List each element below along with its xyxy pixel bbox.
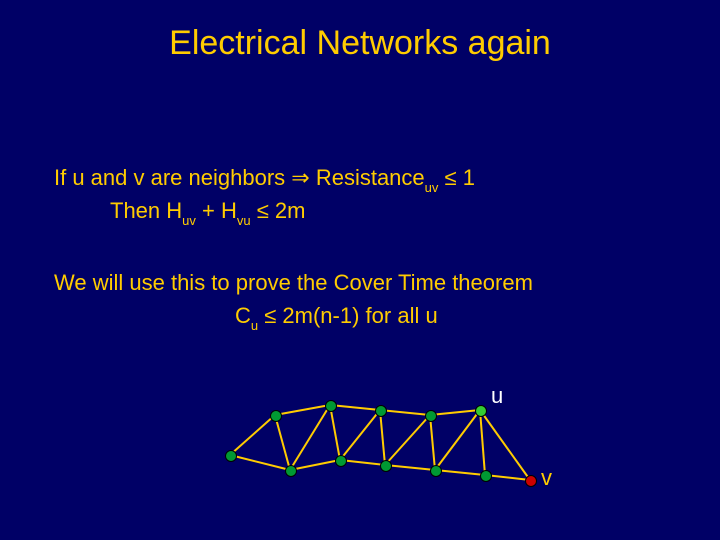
line-1: If u and v are neighbors ⇒ Resistanceuv … xyxy=(54,165,475,193)
slide-title: Electrical Networks again xyxy=(0,24,720,63)
l4-sub: u xyxy=(251,318,258,333)
l2-sub2: vu xyxy=(237,213,251,228)
graph-node xyxy=(380,460,392,472)
line-3: We will use this to prove the Cover Time… xyxy=(54,270,533,296)
l1-sub: uv xyxy=(425,180,439,195)
node-u xyxy=(475,405,487,417)
l1-end: ≤ 1 xyxy=(438,165,475,190)
graph-node xyxy=(270,410,282,422)
l2-end: ≤ 2m xyxy=(251,198,306,223)
network-graph: uv xyxy=(225,395,565,515)
node-v xyxy=(525,475,537,487)
graph-node xyxy=(375,405,387,417)
implies-symbol: ⇒ xyxy=(291,165,309,190)
label-v: v xyxy=(541,465,552,491)
l2-sub1: uv xyxy=(182,213,196,228)
l2-pre: Then H xyxy=(110,198,182,223)
l2-mid: + H xyxy=(196,198,237,223)
graph-node xyxy=(225,450,237,462)
l4-end: ≤ 2m(n-1) for all u xyxy=(258,303,438,328)
label-u: u xyxy=(491,383,503,409)
line-4: Cu ≤ 2m(n-1) for all u xyxy=(235,303,438,331)
graph-node xyxy=(425,410,437,422)
l1-pre: If u and v are neighbors xyxy=(54,165,291,190)
line-2: Then Huv + Hvu ≤ 2m xyxy=(110,198,305,226)
l1-post: Resistance xyxy=(310,165,425,190)
graph-node xyxy=(285,465,297,477)
graph-node xyxy=(480,470,492,482)
graph-node xyxy=(430,465,442,477)
graph-node xyxy=(335,455,347,467)
slide: Electrical Networks again If u and v are… xyxy=(0,0,720,540)
graph-node xyxy=(325,400,337,412)
l4-pre: C xyxy=(235,303,251,328)
